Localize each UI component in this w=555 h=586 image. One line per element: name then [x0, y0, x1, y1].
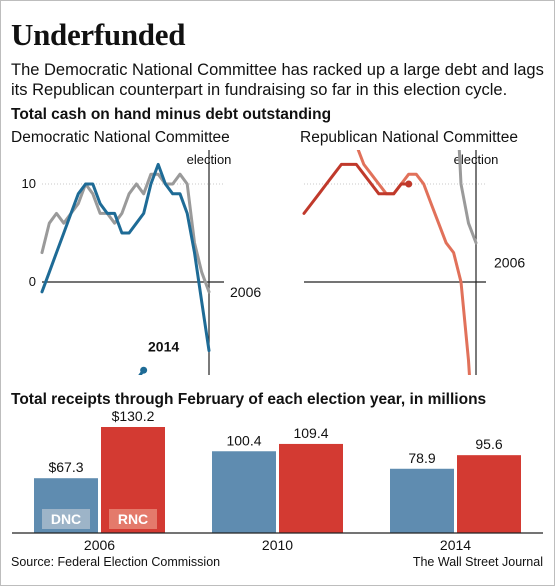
category-label: 2014: [440, 537, 471, 553]
legend-box-dnc: [42, 509, 90, 529]
headline: Underfunded: [11, 17, 186, 52]
legend-box-rnc: [109, 509, 157, 529]
series-line-2010: [356, 150, 471, 375]
panel-rnc: 21181512963election200620102014: [302, 150, 525, 375]
panel-title-dnc: Democratic National Committee: [11, 129, 230, 146]
section-title-receipts: Total receipts through February of each …: [11, 391, 487, 408]
series-label-2014: 2014: [148, 339, 179, 355]
section-title-cash: Total cash on hand minus debt outstandin…: [11, 106, 332, 123]
bar-rnc-2014: [457, 455, 521, 533]
bar-value-label: $67.3: [48, 459, 83, 475]
series-line-2014: [138, 368, 146, 375]
bar-value-label: 100.4: [226, 432, 261, 448]
election-label: election: [187, 152, 232, 167]
series-end-dot-2014: [140, 366, 148, 374]
y-tick-label: 0: [29, 274, 36, 289]
source-note: Source: Federal Election Commission: [11, 555, 221, 569]
category-label: 2006: [84, 537, 115, 553]
bar-value-label: 95.6: [475, 436, 502, 452]
bar-value-label: 78.9: [408, 450, 435, 466]
y-tick-label: 10: [22, 176, 36, 191]
credit: The Wall Street Journal: [412, 555, 543, 569]
bar-dnc-2010: [212, 451, 276, 533]
panel-title-rnc: Republican National Committee: [300, 129, 518, 146]
series-label-2006: 2006: [494, 254, 525, 270]
subhead: The Democratic National Committee has ra…: [11, 61, 544, 99]
legend-label-dnc: DNC: [51, 511, 81, 527]
series-line-2014: [302, 162, 411, 215]
panel-dnc: –20–10010203040$50 million21181512963ele…: [14, 150, 261, 375]
bar-value-label: $130.2: [112, 410, 155, 424]
election-label: election: [454, 152, 499, 167]
line-charts: –20–10010203040$50 million21181512963ele…: [14, 150, 525, 375]
bar-dnc-2014: [390, 468, 454, 533]
y-tick-label: –10: [14, 372, 36, 375]
series-line-2010: [40, 162, 211, 353]
legend-label-rnc: RNC: [118, 511, 148, 527]
category-label: 2010: [262, 537, 293, 553]
series-line-2006: [457, 150, 478, 245]
series-end-dot-2014: [405, 180, 413, 188]
series-label-2006: 2006: [230, 284, 261, 300]
bar-value-label: 109.4: [293, 425, 328, 441]
bar-rnc-2010: [279, 443, 343, 533]
